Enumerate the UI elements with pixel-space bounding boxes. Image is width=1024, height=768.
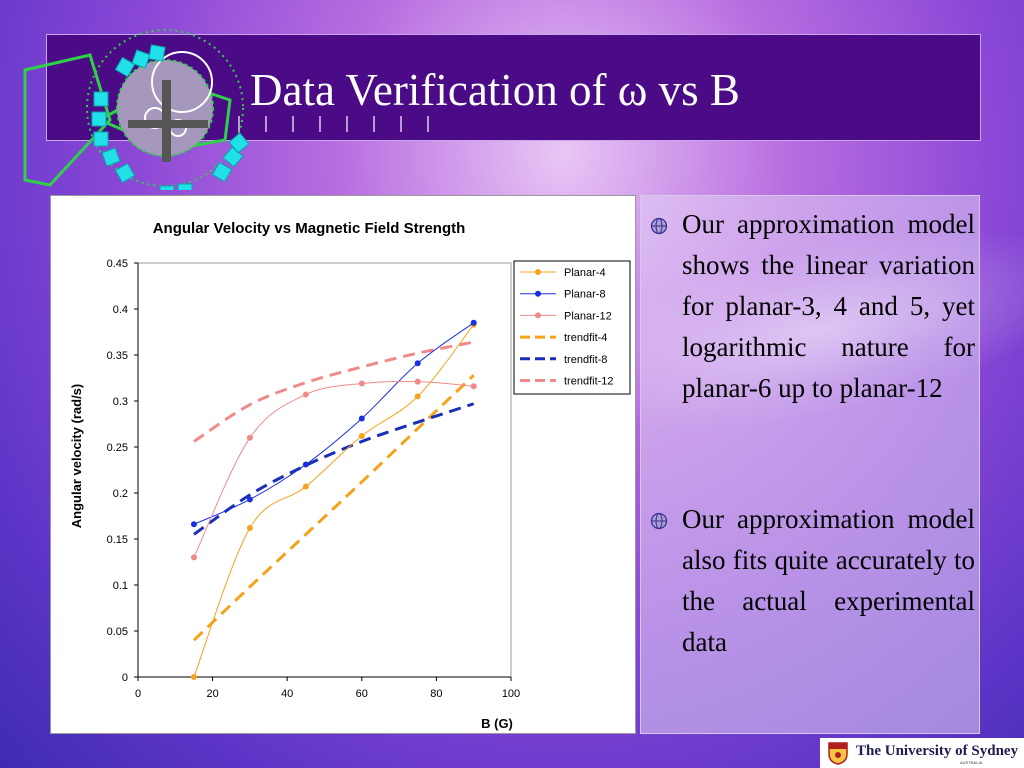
legend-box (513, 260, 631, 395)
legend-marker-planar-4 (535, 269, 541, 275)
bullet-item: Our approximation model also fits quite … (650, 499, 975, 663)
series-line-planar-4 (193, 324, 475, 678)
x-tick-label: 80 (430, 688, 442, 700)
legend-marker-planar-8 (535, 290, 541, 297)
data-point-planar-4 (302, 483, 309, 490)
university-logo: The University of Sydney AUSTRALIA (820, 738, 1024, 768)
bullet-item: Our approximation model shows the linear… (650, 204, 975, 409)
series-line-trendfit-4 (192, 374, 475, 642)
chart-panel: Angular Velocity vs Magnetic Field Stren… (50, 195, 636, 734)
data-point-planar-4 (414, 393, 421, 400)
angular-velocity-chart: Angular Velocity vs Magnetic Field Stren… (69, 220, 631, 731)
legend-label-planar-4: Planar-4 (564, 267, 606, 279)
y-tick-label: 0.1 (113, 580, 128, 592)
chart-title: Angular Velocity vs Magnetic Field Stren… (153, 220, 466, 237)
bullet-text: Our approximation model shows the linear… (682, 209, 975, 403)
series-line-trendfit-12 (193, 340, 474, 443)
bullet-text: Our approximation model also fits quite … (682, 504, 975, 657)
data-point-planar-4 (358, 432, 365, 439)
legend-label-trendfit-8: trendfit-8 (564, 354, 607, 366)
legend-label-trendfit-4: trendfit-4 (564, 332, 607, 344)
x-tick-label: 100 (502, 688, 520, 700)
chart-x-axis-label: B (G) (481, 716, 513, 731)
series-line-planar-8 (193, 322, 474, 525)
data-point-planar-12 (414, 378, 421, 385)
legend-label-planar-12: Planar-12 (564, 310, 612, 322)
plot-area: 0 0.05 0.1 0.15 0.2 0.25 0.3 0.35 0.4 0.45 0 20 40 60… (107, 258, 631, 700)
university-name: The University of Sydney (856, 743, 1019, 759)
data-point-planar-12 (246, 434, 253, 441)
globe-bullet-icon (650, 217, 668, 235)
data-point-planar-12 (302, 391, 309, 398)
chart-y-axis-label: Angular velocity (rad/s) (69, 384, 84, 528)
y-tick-label: 0 (122, 672, 128, 684)
y-tick-label: 0.4 (113, 304, 128, 316)
data-point-planar-8 (190, 521, 197, 528)
crest-icon (828, 742, 848, 765)
y-tick-label: 0.45 (107, 258, 128, 270)
data-point-planar-12 (470, 383, 477, 390)
data-point-planar-8 (302, 461, 309, 468)
y-tick-label: 0.25 (107, 442, 128, 454)
y-tick-label: 0.15 (107, 534, 128, 546)
data-point-planar-8 (358, 415, 365, 422)
slide-title: Data Verification of ω vs B (250, 65, 740, 115)
data-point-planar-4 (246, 524, 253, 531)
series-line-trendfit-8 (193, 402, 475, 536)
legend-marker-planar-12 (535, 312, 541, 319)
y-tick-label: 0.35 (107, 350, 128, 362)
university-country: AUSTRALIA (960, 760, 983, 765)
globe-bullet-icon (650, 512, 668, 530)
series-line-planar-12 (193, 380, 474, 558)
x-tick-label: 20 (206, 688, 218, 700)
data-point-planar-4 (190, 674, 197, 680)
y-tick-label: 0.3 (113, 396, 128, 408)
legend-label-planar-8: Planar-8 (564, 289, 606, 301)
data-point-planar-8 (470, 319, 477, 326)
data-point-planar-8 (246, 496, 253, 503)
y-tick-label: 0.2 (113, 488, 128, 500)
data-point-planar-8 (414, 360, 421, 367)
x-tick-label: 40 (281, 688, 293, 700)
data-point-planar-12 (190, 554, 197, 561)
text-panel (640, 195, 980, 734)
x-tick-label: 60 (356, 688, 368, 700)
data-point-planar-12 (358, 380, 365, 387)
atom-logo-icon (23, 29, 250, 190)
x-tick-label: 0 (135, 688, 141, 700)
y-tick-label: 0.05 (107, 626, 128, 638)
legend-label-trendfit-12: trendfit-12 (564, 376, 614, 388)
